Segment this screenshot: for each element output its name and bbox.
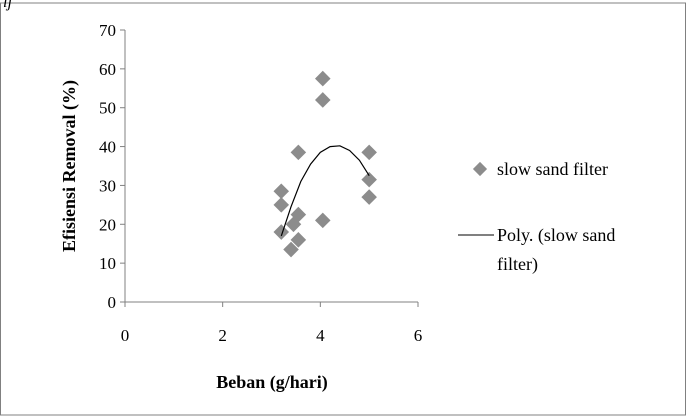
legend-label-trendline: Poly. (slow sand [497,225,615,246]
y-tick-label: 10 [99,254,116,273]
top-caption-fragment: ij [3,0,12,11]
x-tick-label: 4 [316,326,325,345]
y-tick-label: 0 [108,293,117,312]
trendline-group [280,145,370,237]
y-tick-label: 70 [99,21,116,40]
trendline-curve [280,145,370,237]
legend-marker-diamond [472,161,488,177]
y-tick-group: 0 10 20 30 40 50 60 70 [99,21,125,312]
y-axis-title: Efisiensi Removal (%) [59,80,80,252]
y-tick-label: 30 [99,176,116,195]
x-tick-label: 0 [121,326,130,345]
legend: slow sand filter Poly. (slow sand filter… [458,159,615,275]
x-tick-label: 6 [414,326,423,345]
y-tick-label: 60 [99,60,116,79]
legend-label-series: slow sand filter [497,159,608,179]
y-tick-label: 40 [99,138,116,157]
x-tick-group: 0 2 4 6 [121,302,423,345]
y-tick-label: 20 [99,215,116,234]
x-tick-label: 2 [218,326,227,345]
legend-label-trendline-cont: filter) [497,254,538,275]
y-tick-label: 50 [99,99,116,118]
x-axis-title: Beban (g/hari) [216,372,328,393]
